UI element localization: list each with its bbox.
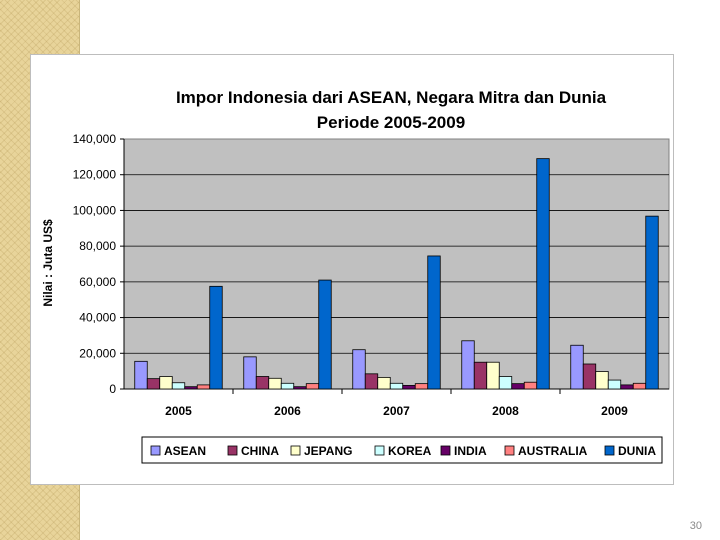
page-number: 30 [689,520,702,532]
bar-australia-2006 [305,383,320,390]
bar-china-2006 [255,376,270,390]
bar-dunia-2005 [209,285,223,390]
bar-australia-2008 [523,381,538,390]
bar-dunia-2006 [318,279,332,390]
bar-jepang-2006 [268,377,282,390]
bar-india-2008 [511,383,525,390]
y-tick-label: 100,000 [73,203,117,217]
chart-title-line1: Impor Indonesia dari ASEAN, Negara Mitra… [176,88,607,107]
y-tick-label: 140,000 [73,132,117,146]
legend-swatch-india [440,445,451,456]
x-tick-label: 2008 [492,404,519,418]
bar-china-2008 [473,361,488,390]
legend-label-india: INDIA [454,444,487,458]
y-tick-label: 60,000 [79,275,116,289]
legend-swatch-jepang [290,445,301,456]
chart-frame: Impor Indonesia dari ASEAN, Negara Mitra… [30,54,674,485]
bar-dunia-2008 [536,158,550,390]
bar-jepang-2008 [486,361,500,390]
bar-india-2009 [620,384,634,390]
bar-india-2006 [293,386,307,390]
bar-china-2009 [582,363,597,390]
legend-swatch-asean [150,445,161,456]
bar-australia-2007 [414,383,429,390]
plot-background [123,138,670,390]
bar-asean-2006 [243,356,257,390]
bar-korea-2009 [607,379,622,390]
legend-label-australia: AUSTRALIA [518,444,588,458]
legend-swatch-china [227,445,238,456]
bar-korea-2005 [171,382,186,390]
legend-label-korea: KOREA [388,444,432,458]
bar-asean-2005 [134,360,148,390]
bar-australia-2009 [632,382,647,390]
legend-label-dunia: DUNIA [618,444,656,458]
bar-india-2005 [184,386,198,390]
bar-korea-2008 [498,376,513,390]
chart-title-line2: Periode 2005-2009 [317,113,465,132]
bar-china-2007 [364,373,379,390]
bar-asean-2008 [461,340,475,390]
y-tick-label: 80,000 [79,239,116,253]
legend-label-jepang: JEPANG [304,444,352,458]
legend-swatch-australia [504,445,515,456]
y-tick-label: 120,000 [73,168,117,182]
bar-korea-2007 [389,382,404,390]
bar-dunia-2009 [645,215,659,390]
bar-jepang-2007 [377,376,391,390]
bar-dunia-2007 [427,255,441,390]
bar-asean-2007 [352,349,366,390]
x-tick-label: 2009 [601,404,628,418]
bar-jepang-2009 [595,371,609,390]
legend-swatch-dunia [604,445,615,456]
x-tick-label: 2006 [274,404,301,418]
y-tick-label: 0 [109,382,116,396]
legend-swatch-korea [374,445,385,456]
y-tick-label: 40,000 [79,311,116,325]
bar-asean-2009 [570,344,584,390]
bar-india-2007 [402,385,416,390]
bar-australia-2005 [196,384,211,390]
y-axis-label: Nilai : Juta US$ [41,219,55,307]
legend: ASEAN CHINA JEPANG KOREA INDIA AUSTRALIA DUNIA [141,436,663,464]
plot-area: 0 20,000 40,000 60,000 80,000 100,000 120,000 1… [73,132,670,418]
legend-label-china: CHINA [241,444,279,458]
bar-korea-2006 [280,382,295,390]
chart-svg: Impor Indonesia dari ASEAN, Negara Mitra… [41,88,670,464]
x-tick-label: 2005 [165,404,192,418]
bar-china-2005 [146,378,161,390]
y-tick-label: 20,000 [79,346,116,360]
x-tick-label: 2007 [383,404,410,418]
legend-label-asean: ASEAN [164,444,206,458]
bar-jepang-2005 [159,376,173,390]
